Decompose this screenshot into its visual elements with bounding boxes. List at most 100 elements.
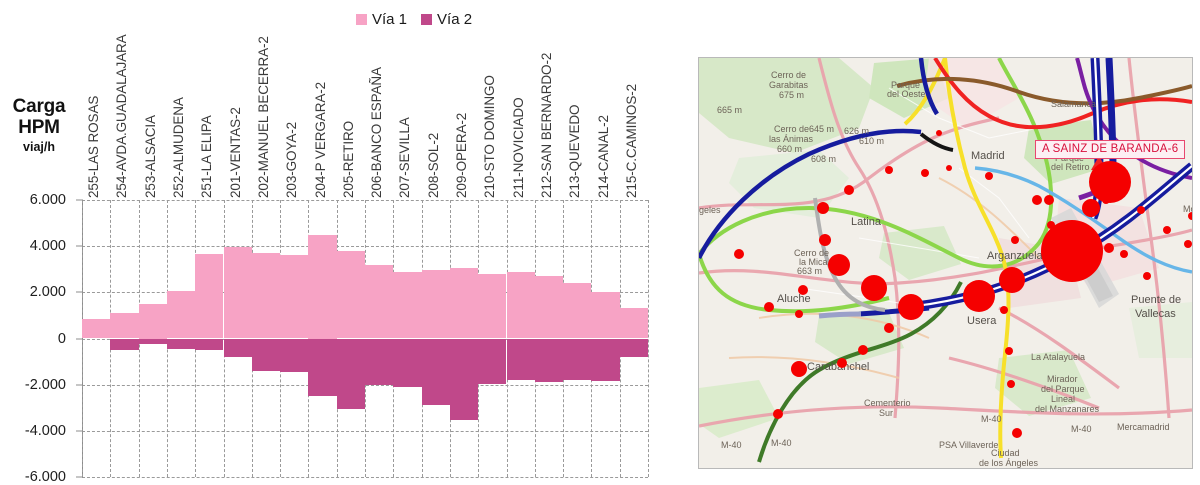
legend-entry-1[interactable]: Vía 1 — [356, 11, 407, 28]
bar-via1[interactable] — [82, 318, 111, 339]
bar-via2[interactable] — [110, 338, 139, 351]
map-place-label: M-40 — [771, 438, 792, 448]
bar-via1[interactable] — [449, 268, 479, 339]
map-station-node[interactable] — [858, 345, 868, 355]
bar-via2[interactable] — [421, 338, 450, 406]
bar-via1[interactable] — [110, 313, 139, 339]
bar-via2[interactable] — [534, 338, 564, 383]
map-station-node[interactable] — [1104, 243, 1114, 253]
x-axis-label: 205-RETIRO — [340, 120, 356, 198]
bar-via2[interactable] — [393, 338, 422, 387]
y-axis-tick-label: 6.000 — [29, 192, 66, 208]
map-station-node[interactable] — [1000, 306, 1008, 314]
map-place-label: Cementerio — [864, 398, 911, 408]
map-station-node[interactable] — [936, 130, 942, 136]
map-station-node[interactable] — [1011, 236, 1019, 244]
map-station-node[interactable] — [828, 254, 850, 276]
bar-via2[interactable] — [138, 338, 167, 345]
map-station-node[interactable] — [1120, 250, 1128, 258]
bar-via1[interactable] — [365, 264, 394, 339]
map-station-node[interactable] — [1012, 428, 1022, 438]
bar-via1[interactable] — [534, 276, 564, 339]
map-station-node[interactable] — [1044, 195, 1054, 205]
map-station-node[interactable] — [898, 294, 924, 320]
bar-via2[interactable] — [563, 338, 592, 381]
bar-via1[interactable] — [195, 254, 224, 339]
bar-via2[interactable] — [506, 338, 535, 381]
y-axis-tick-label: -2.000 — [24, 376, 66, 393]
x-axis-label: 255-LAS ROSAS — [86, 95, 102, 198]
bar-via1[interactable] — [166, 291, 196, 339]
bar-via2[interactable] — [223, 338, 252, 357]
bar-via2[interactable] — [308, 338, 337, 397]
map-station-node[interactable] — [1047, 221, 1055, 229]
x-axis-label: 208-SOL-2 — [425, 132, 441, 198]
map-station-node[interactable] — [773, 409, 783, 419]
bar-via1[interactable] — [591, 292, 620, 339]
map-station-node[interactable] — [844, 185, 854, 195]
legend-entry-2[interactable]: Vía 2 — [421, 11, 472, 28]
bar-via1[interactable] — [619, 308, 648, 339]
map-station-node[interactable] — [1032, 195, 1042, 205]
map-station-node[interactable] — [1188, 212, 1192, 220]
bar-via2[interactable] — [619, 338, 648, 357]
map-station-node[interactable] — [791, 361, 807, 377]
y-axis-tick-label: -4.000 — [24, 422, 66, 439]
map-station-node[interactable] — [861, 275, 887, 301]
bar-via2[interactable] — [336, 338, 365, 409]
map-station-node[interactable] — [764, 302, 774, 312]
bar-via2[interactable] — [478, 338, 507, 384]
y-axis-tick-label: -6.000 — [24, 469, 66, 485]
bar-via1[interactable] — [336, 250, 365, 339]
map-station-node[interactable] — [999, 267, 1025, 293]
bar-via1[interactable] — [280, 255, 309, 339]
map-station-node[interactable] — [798, 285, 808, 295]
map-station-node[interactable] — [985, 172, 993, 180]
y-axis-title: Carga HPM viaj/h — [2, 96, 76, 154]
map-station-node[interactable] — [734, 249, 744, 259]
bar-via1[interactable] — [563, 283, 592, 339]
bar-via1[interactable] — [478, 273, 507, 339]
bar-via2[interactable] — [365, 338, 394, 385]
map-station-node[interactable] — [963, 280, 995, 312]
map-station-node[interactable] — [817, 202, 829, 214]
map-station-node[interactable] — [921, 169, 929, 177]
map-station-node[interactable] — [1163, 226, 1171, 234]
bar-via2[interactable] — [280, 338, 309, 372]
bar-via1[interactable] — [393, 271, 422, 339]
bar-via2[interactable] — [195, 338, 224, 351]
y-axis-tick-mark — [76, 291, 83, 293]
bar-via1[interactable] — [138, 303, 167, 339]
map-station-node[interactable] — [1102, 196, 1110, 204]
map-panel[interactable]: Cerro de Garabitas 675 m 665 m Cerro de 645 m… — [698, 57, 1193, 469]
bar-via1[interactable] — [223, 247, 252, 339]
x-axis-label: 252-ALMUDENA — [171, 97, 187, 198]
map-station-node[interactable] — [1089, 161, 1131, 203]
bar-via1[interactable] — [421, 270, 450, 339]
bar-via2[interactable] — [251, 338, 281, 371]
bar-via1[interactable] — [506, 271, 535, 339]
x-axis-label: 214-CANAL-2 — [595, 115, 611, 198]
map-station-node[interactable] — [885, 166, 893, 174]
map-station-node[interactable] — [1007, 380, 1015, 388]
map-station-node[interactable] — [1184, 240, 1192, 248]
map-station-node[interactable] — [837, 358, 847, 368]
map-station-node[interactable] — [1041, 220, 1103, 282]
map-station-node[interactable] — [819, 234, 831, 246]
y-axis-tick-label: 0 — [57, 330, 66, 347]
bar-via2[interactable] — [166, 338, 196, 349]
bar-via2[interactable] — [591, 338, 620, 382]
map-station-node[interactable] — [946, 165, 952, 171]
bar-via1[interactable] — [251, 253, 281, 339]
map-station-node[interactable] — [1005, 347, 1013, 355]
map-station-node[interactable] — [1143, 272, 1151, 280]
map-place-label: 665 m — [717, 105, 743, 115]
bar-via2[interactable] — [449, 338, 479, 421]
map-station-node[interactable] — [1137, 206, 1145, 214]
bar-via1[interactable] — [308, 234, 337, 339]
map-station-node[interactable] — [795, 310, 803, 318]
map-station-node[interactable] — [884, 323, 894, 333]
y-axis-tick-mark — [76, 199, 83, 201]
gridline-horizontal — [82, 477, 648, 478]
map-station-node[interactable] — [1083, 201, 1093, 211]
